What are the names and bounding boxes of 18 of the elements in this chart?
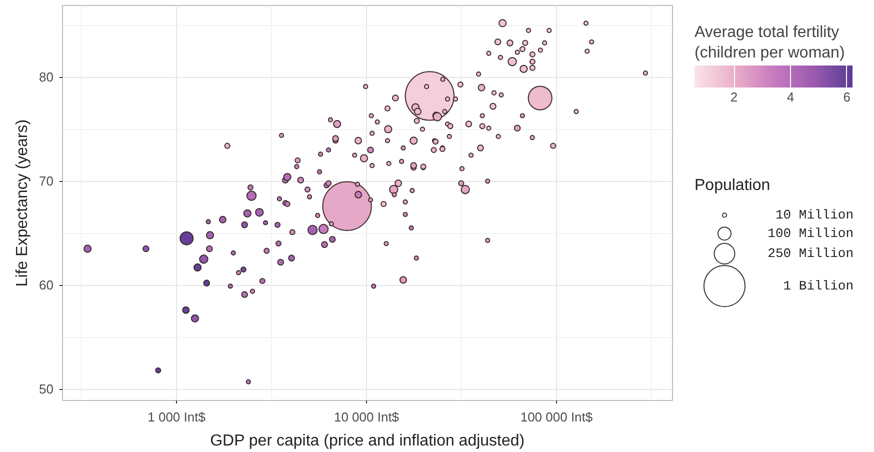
y-tick-label: 70 [39, 174, 54, 189]
legend-label: 10 Million [775, 208, 854, 223]
color-bar-label: 6 [843, 90, 850, 104]
color-bar-label: 2 [730, 90, 738, 104]
legend-label: 100 Million [768, 226, 854, 242]
x-axis-title: GDP per capita (price and inflation adjusted) [210, 432, 525, 450]
legend-label: 1 Billion [783, 278, 854, 294]
y-tick-label: 60 [39, 278, 54, 293]
x-tick-label: 100 000 Int$ [520, 410, 594, 424]
color-bar-title: Average total fertility (children per woman) [694, 24, 845, 62]
y-tick-label: 50 [39, 382, 54, 397]
y-tick-label: 80 [39, 70, 54, 85]
color-bar-label: 4 [786, 90, 794, 104]
legend-title: Population [694, 177, 770, 194]
legend-label: 250 Million [768, 246, 854, 262]
x-tick-label: 1 000 Int$ [148, 410, 206, 424]
x-tick-label: 10 000 Int$ [334, 410, 400, 424]
y-axis-title: Life Expectancy (years) [14, 119, 32, 287]
